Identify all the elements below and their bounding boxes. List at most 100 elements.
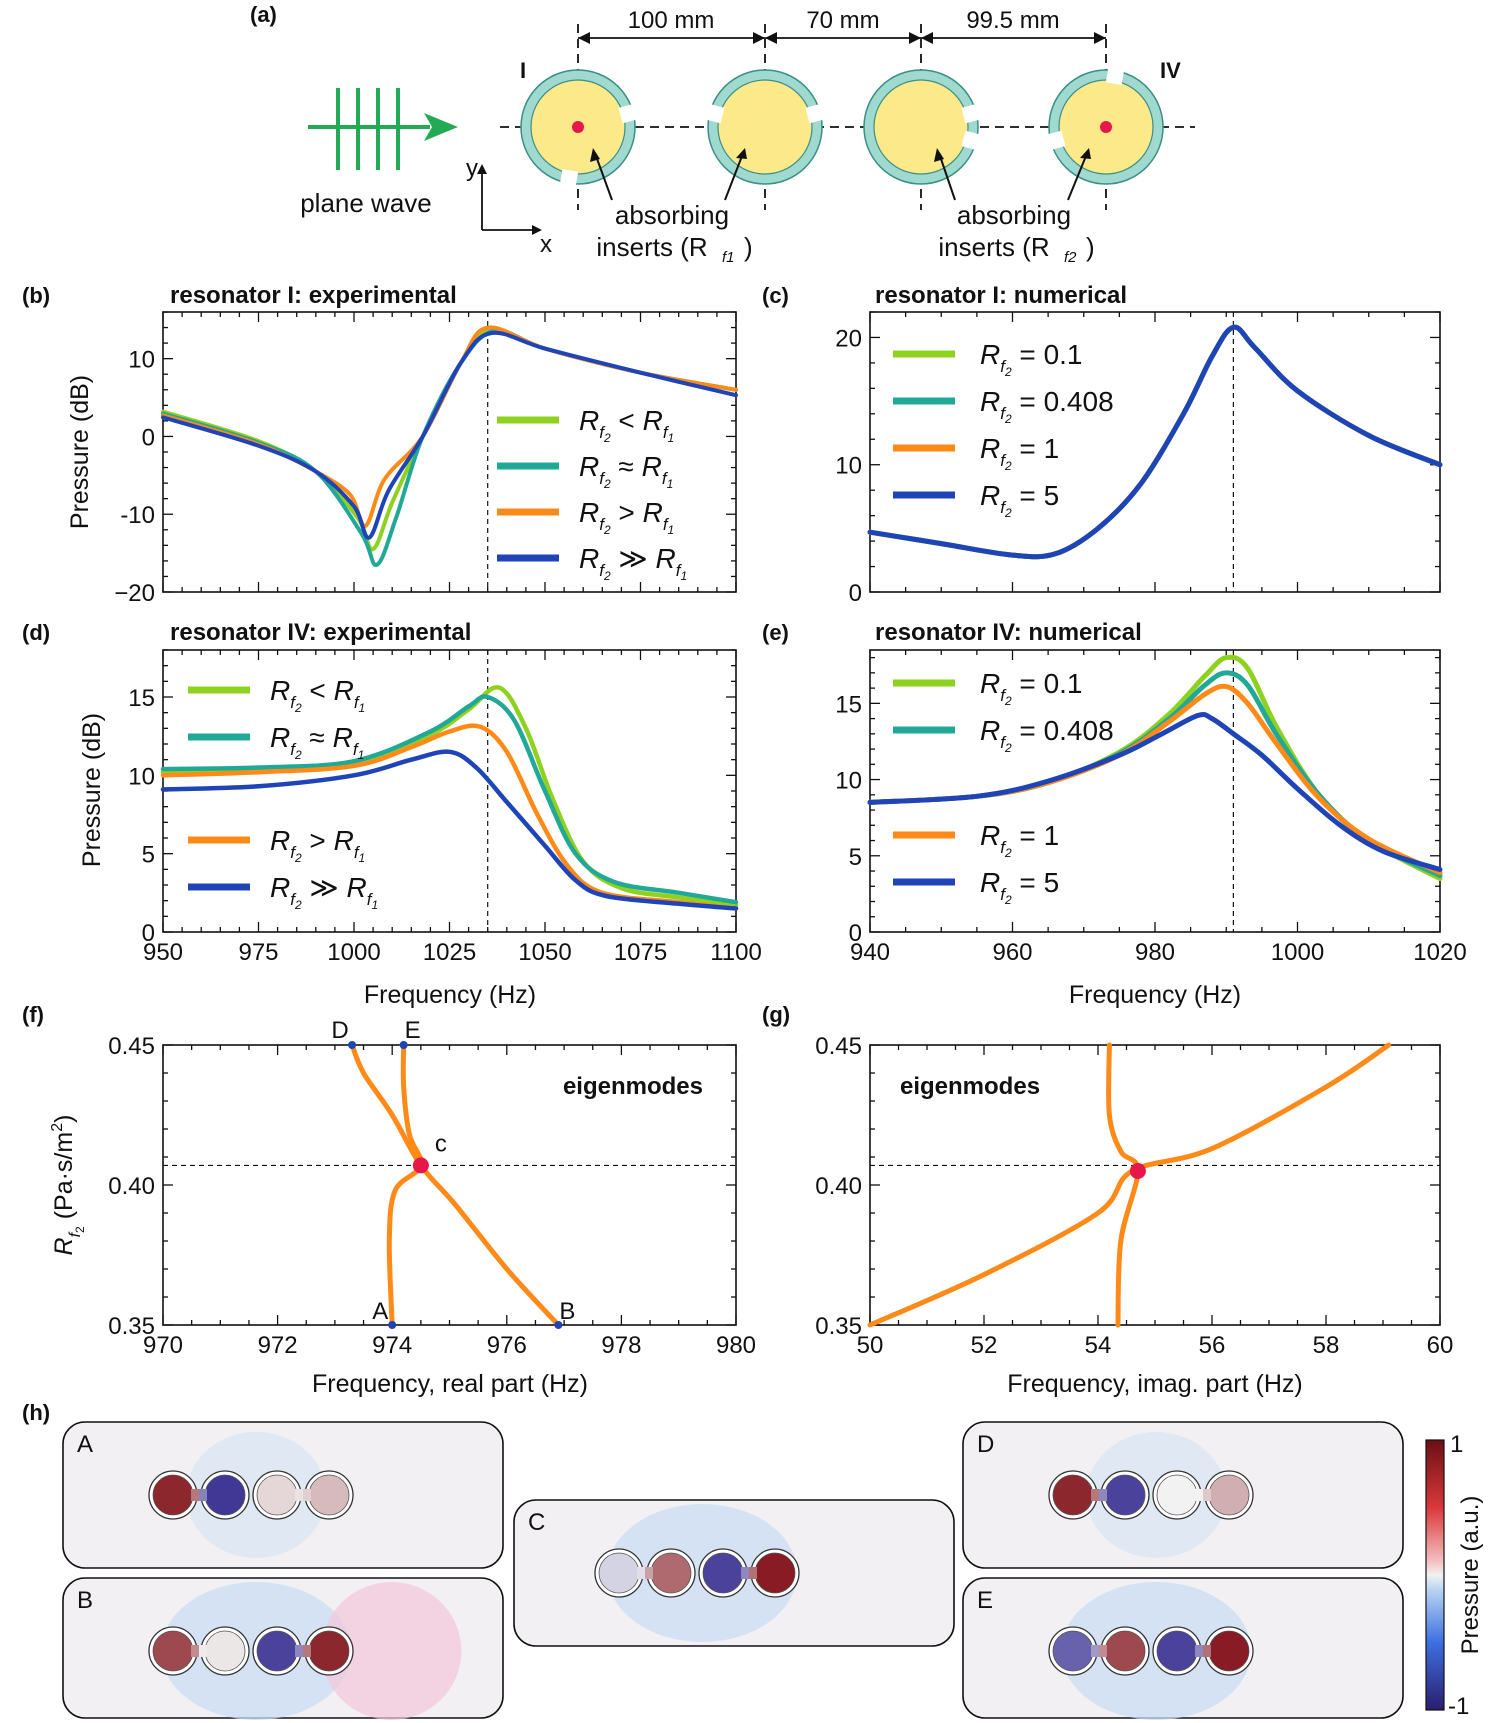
legend-b-0-label: Rf2 < Rf1	[579, 405, 674, 445]
resonator-opening	[191, 1489, 199, 1501]
x-tick-label: 978	[601, 1332, 641, 1359]
x-tick-label: 1020	[1413, 939, 1466, 966]
y-tick-label: 0.45	[108, 1033, 155, 1060]
resonator-label-I: I	[520, 58, 526, 83]
axis-y-label: y	[466, 155, 478, 182]
resonator-opening	[295, 1489, 303, 1501]
resonator-opening	[645, 1567, 653, 1579]
plot-title: resonator IV: numerical	[875, 619, 1142, 646]
field-lobe	[321, 1582, 462, 1720]
colorbar-min: -1	[1448, 1693, 1469, 1720]
y-tick-label: -10	[120, 502, 155, 529]
y-tick-label: 0.40	[815, 1173, 862, 1200]
legend-c-2-label: Rf2 = 1	[980, 433, 1059, 473]
legend-d-3-label: Rf2 ≫ Rf1	[270, 872, 378, 912]
inserts-close-2: )	[1086, 232, 1095, 262]
field-label-D: D	[977, 1431, 994, 1458]
colorbar-title: Pressure (a.u.)	[1457, 1496, 1484, 1655]
eigen-branch-f-1	[349, 1042, 561, 1328]
x-tick-label: 972	[258, 1332, 298, 1359]
plane-wave-icon	[308, 88, 458, 170]
legend-e-1-label: Rf2 = 0.408	[980, 715, 1114, 755]
resonator-gap	[1105, 66, 1125, 86]
x-tick-label: 52	[971, 1332, 998, 1359]
panel-label: (b)	[22, 283, 50, 308]
y-tick-label: 0.35	[815, 1313, 862, 1340]
y-axis-label: Rf2 (Pa·s/m2)	[49, 1115, 87, 1256]
series-line-e-0	[867, 654, 1443, 882]
series-line-c-blue	[867, 324, 1443, 560]
resonator-field	[204, 1630, 246, 1672]
resonator-gap	[559, 168, 579, 188]
resonator-field	[598, 1552, 640, 1594]
x-tick-label: 976	[487, 1332, 527, 1359]
resonator-opening	[1195, 1645, 1203, 1657]
inserts-label-2b: inserts (R	[938, 232, 1049, 262]
panel-g: 50 52 54 56 58 60 0.35 0.40 0.45 (g) eigenmodes Fre…	[762, 1002, 1453, 1398]
legend-e-0-label: Rf2 = 0.1	[980, 668, 1083, 708]
point-marker-A	[388, 1321, 397, 1329]
resonator-field	[754, 1552, 796, 1594]
x-tick-label: 970	[143, 1332, 183, 1359]
series-line-b-1	[161, 328, 738, 567]
resonator-field	[1104, 1474, 1146, 1516]
y-tick-label: 15	[835, 691, 862, 718]
y-tick-label: 0.35	[108, 1313, 155, 1340]
series-line-e-2	[867, 683, 1443, 876]
resonator-row	[520, 66, 1164, 188]
y-axis-label: Pressure (dB)	[78, 713, 106, 867]
exceptional-point	[1129, 1163, 1146, 1179]
field-label-E: E	[977, 1587, 993, 1614]
panel-label: (e)	[762, 620, 789, 645]
point-marker-E	[399, 1041, 408, 1049]
x-tick-label: 60	[1427, 1332, 1454, 1359]
colorbar-max: 1	[1450, 1431, 1463, 1458]
resonator-label-IV: IV	[1160, 58, 1181, 83]
x-tick-label: 974	[372, 1332, 412, 1359]
x-axis-label: Frequency (Hz)	[1069, 981, 1241, 1009]
resonator-opening	[1203, 1489, 1211, 1501]
series-line-c-orange	[867, 324, 1443, 560]
xy-axes-icon	[477, 164, 542, 235]
series-line-d-3	[160, 749, 739, 911]
plot-title: eigenmodes	[563, 1073, 703, 1100]
plot-frame	[869, 649, 1441, 933]
field-map-E: E	[962, 1577, 1404, 1720]
resonator-opening	[741, 1567, 749, 1579]
resonator-gap	[961, 130, 982, 151]
point-label-E: E	[405, 1017, 421, 1044]
inserts-sub-1: f1	[722, 249, 735, 266]
resonator-field	[650, 1552, 692, 1594]
y-tick-label: 10	[835, 768, 862, 795]
y-tick-label: 0	[142, 920, 155, 947]
x-tick-label: 1100	[710, 939, 762, 966]
panel-d: 950 975 1000 1025 1050 1075 1100 0 5 10 15 (d) reson…	[22, 619, 762, 1009]
resonator-field	[308, 1474, 350, 1516]
resonator-opening	[303, 1645, 311, 1657]
y-tick-label: 10	[128, 763, 155, 790]
resonator-field	[308, 1630, 350, 1672]
resonator-field	[1052, 1474, 1094, 1516]
plot-title: eigenmodes	[900, 1073, 1040, 1100]
legend-b-3-label: Rf2 ≫ Rf1	[579, 543, 687, 583]
panel-a: (a) 100 mm 70 mm 99.5 mm I IV	[250, 2, 1195, 266]
point-label-A: A	[372, 1298, 388, 1325]
y-tick-label: 20	[835, 325, 862, 352]
legend-e-3-label: Rf2 = 5	[980, 867, 1059, 907]
plane-wave-label: plane wave	[300, 188, 432, 218]
legend-d-1-label: Rf2 ≈ Rf1	[270, 722, 364, 762]
legend-d-0-label: Rf2 < Rf1	[270, 675, 365, 715]
panel-label: (d)	[22, 620, 50, 645]
inserts-label-1b: inserts (R	[596, 232, 707, 262]
resonator-opening	[1099, 1645, 1107, 1657]
inserts-close-1: )	[744, 232, 753, 262]
resonator-core	[717, 79, 813, 175]
series-line-c-green	[867, 324, 1443, 560]
y-axis-label: Pressure (dB)	[66, 375, 94, 529]
legend-c-0-label: Rf2 = 0.1	[980, 339, 1083, 379]
spacing-3: 99.5 mm	[966, 7, 1059, 34]
field-map-B: B	[62, 1577, 504, 1720]
resonator-1	[520, 69, 639, 188]
y-tick-label: 15	[128, 685, 155, 712]
